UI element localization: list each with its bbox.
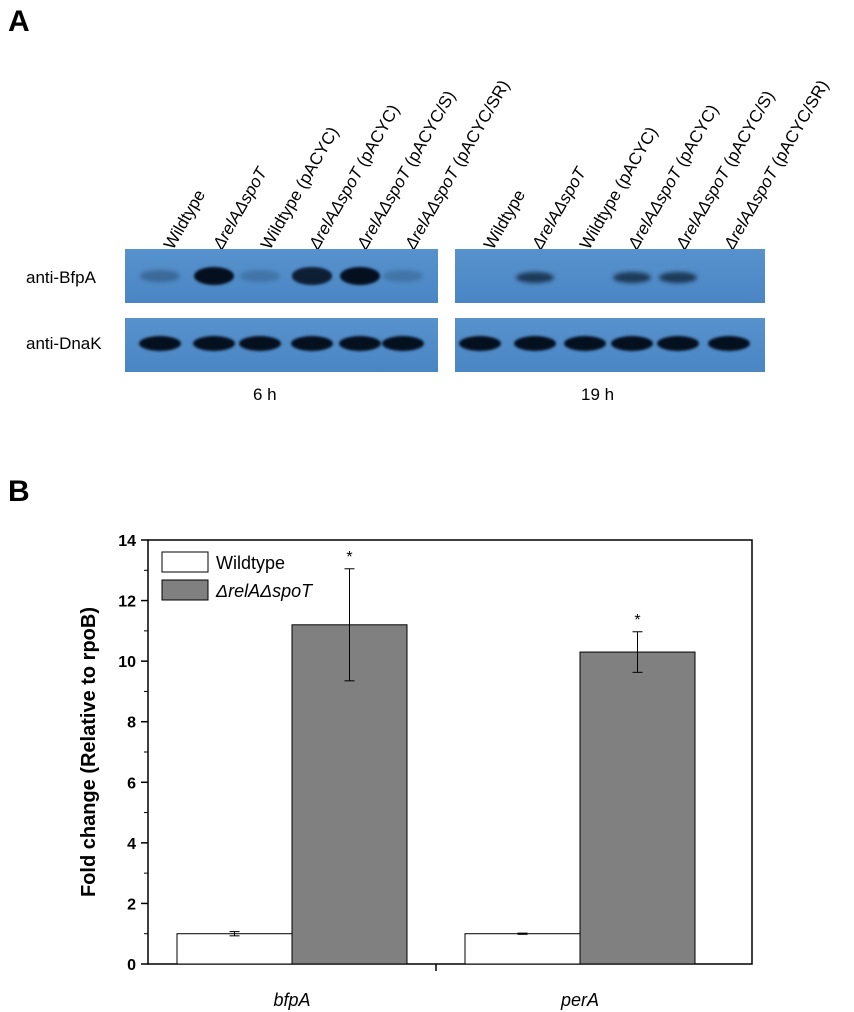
band-bfpa-19h-5 (659, 271, 697, 283)
band-bfpa-19h-4 (613, 271, 651, 283)
row-label-dnak: anti-DnaK (26, 334, 102, 353)
blot-bfpa-6h (125, 249, 438, 303)
band-bfpa-6h-6 (383, 269, 423, 283)
band-bfpa-6h-2 (194, 267, 234, 285)
blot-dnak-19h (455, 318, 765, 372)
legend-label-1: Wildtype (216, 553, 285, 573)
y-tick-label: 6 (127, 775, 136, 792)
band-dnak-19h-5 (657, 335, 699, 351)
band-dnak-19h-2 (514, 335, 556, 351)
band-bfpa-6h-1 (140, 269, 180, 283)
band-bfpa-6h-5 (340, 267, 380, 285)
y-tick-label: 12 (118, 594, 136, 611)
panel-b-label: B (8, 475, 30, 508)
y-tick-label: 10 (118, 654, 136, 671)
legend-swatch-1 (161, 551, 209, 573)
significance-marker: * (346, 549, 352, 566)
band-dnak-6h-5 (339, 335, 381, 351)
blot-bfpa-19h (455, 249, 765, 303)
band-dnak-19h-1 (459, 335, 501, 351)
x-tick-label: perA (560, 990, 599, 1010)
y-tick-label: 2 (127, 896, 136, 913)
y-axis-label: Fold change (Relative to rpoB) (78, 607, 100, 897)
band-bfpa-6h-4 (292, 267, 332, 285)
band-dnak-6h-6 (382, 335, 424, 351)
y-tick-label: 4 (127, 836, 136, 853)
time-label-19h: 19 h (581, 385, 615, 404)
legend-label-2: ΔrelAΔspoT (215, 581, 314, 601)
y-tick-label: 8 (127, 715, 136, 732)
bar-mutant-perA (579, 651, 696, 965)
row-label-bfpa: anti-BfpA (26, 268, 96, 287)
bar-wildtype-bfpA (176, 933, 293, 965)
x-tick-label: bfpA (273, 990, 310, 1010)
bar-mutant-bfpA (291, 624, 408, 965)
significance-marker: * (634, 612, 640, 629)
band-bfpa-19h-2 (516, 271, 554, 283)
band-dnak-6h-2 (193, 335, 235, 351)
legend-swatch-2 (161, 579, 209, 601)
band-dnak-6h-4 (291, 335, 333, 351)
band-dnak-19h-3 (564, 335, 606, 351)
panel-a-label: A (8, 5, 30, 38)
bar-wildtype-perA (464, 933, 581, 965)
y-tick-label: 0 (127, 957, 136, 974)
band-dnak-19h-6 (708, 335, 750, 351)
y-tick-label: 14 (118, 533, 136, 550)
time-label-6h: 6 h (253, 385, 277, 404)
band-dnak-19h-4 (611, 335, 653, 351)
band-dnak-6h-1 (139, 335, 181, 351)
band-bfpa-6h-3 (240, 269, 280, 283)
band-dnak-6h-3 (239, 335, 281, 351)
